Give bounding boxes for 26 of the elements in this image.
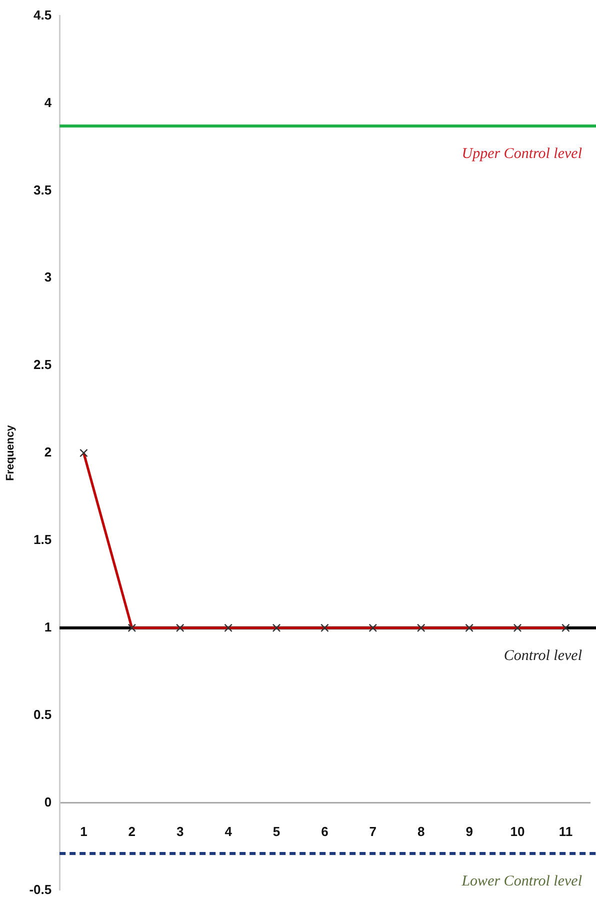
x-tick-label: 10 <box>510 824 525 840</box>
x-tick-label: 8 <box>417 824 425 840</box>
x-tick-label: 5 <box>272 824 280 840</box>
y-tick-label: 0.5 <box>34 706 52 722</box>
x-tick-label: 11 <box>558 824 573 840</box>
y-tick-label: 2 <box>44 444 52 460</box>
y-tick-label: -0.5 <box>29 882 52 897</box>
y-tick-label: 4 <box>44 94 52 110</box>
x-tick-label: 6 <box>321 824 328 840</box>
ref-line-label: Lower Control level <box>460 873 582 890</box>
x-tick-label: 7 <box>369 824 377 840</box>
ref-line-label: Upper Control level <box>462 146 582 162</box>
y-axis-title: Frequency <box>4 424 17 481</box>
y-tick-label: 1.5 <box>34 532 52 548</box>
y-tick-label: 1 <box>44 619 52 634</box>
x-tick-label: 9 <box>466 824 473 840</box>
y-tick-label: 4.5 <box>34 7 52 22</box>
ref-line-label: Control level <box>504 648 582 664</box>
y-tick-label: 0 <box>44 794 52 810</box>
x-tick-label: 2 <box>128 824 136 840</box>
x-tick-label: 3 <box>176 824 184 840</box>
y-tick-label: 2.5 <box>34 357 52 372</box>
y-tick-label: 3.5 <box>34 182 52 198</box>
y-tick-label: 3 <box>44 270 52 285</box>
x-tick-label: 4 <box>224 824 233 840</box>
x-tick-label: 1 <box>80 824 88 840</box>
